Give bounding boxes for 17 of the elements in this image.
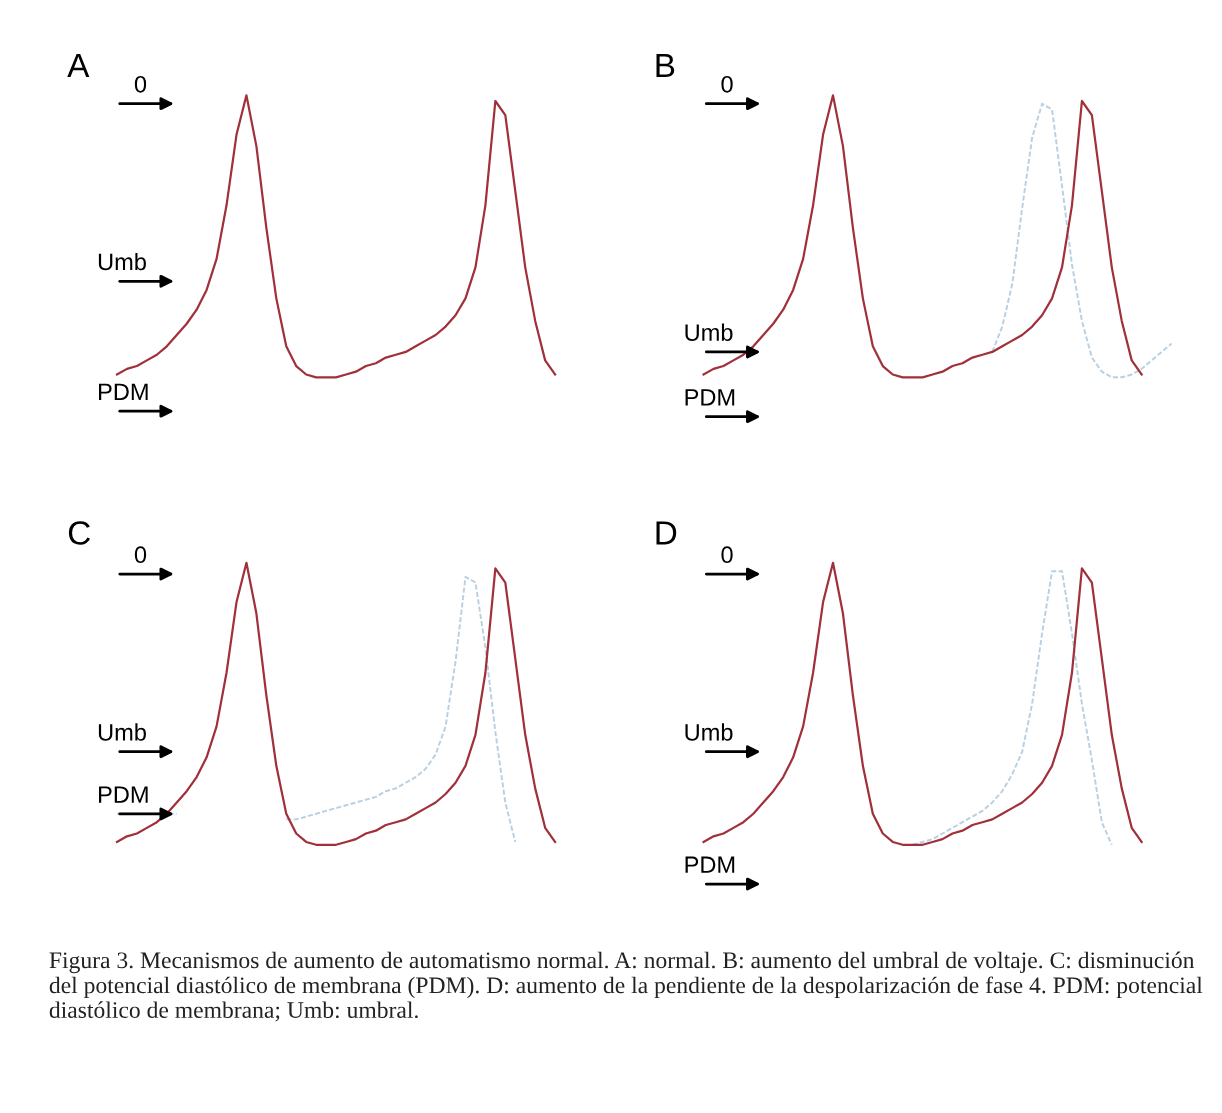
chart-title: D	[656, 521, 677, 545]
text: Figura 3. Mecanismos de aumento de automatismo normal. A: normal. B: aumento del umbral de voltaje. C: disminución del potencial diastólico de membrana (PDM). D: aumento de la pendiente de la despolarización de fase 4. PDM: potencial diastólico de membrana; Umb: umbral.	[49, 951, 1203, 1022]
annotation: Umb	[98, 723, 146, 741]
chart-title: B	[656, 54, 675, 77]
annotation: Umb	[685, 323, 733, 341]
annotation: Umb	[98, 252, 146, 271]
annotation: Umb	[685, 723, 733, 741]
text: PDM	[685, 856, 735, 873]
text: 0	[134, 75, 147, 93]
text: 0	[721, 75, 733, 93]
text: PDM	[685, 389, 735, 406]
annotation: 0	[721, 546, 733, 564]
annotation: PDM	[99, 786, 148, 803]
chart-title: C	[68, 521, 91, 545]
annotation: 0	[134, 546, 147, 564]
text: PDM	[99, 383, 148, 400]
chart-title: A	[67, 54, 90, 77]
